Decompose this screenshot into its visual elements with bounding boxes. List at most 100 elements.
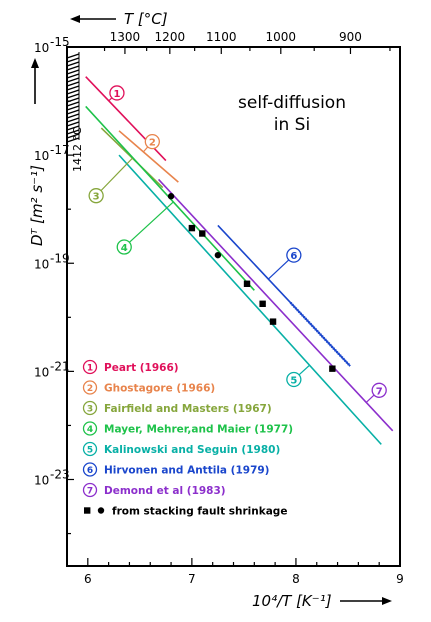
y-tick-label: 10 [34, 474, 49, 488]
legend-badge-label-6: 6 [87, 466, 93, 476]
hatch-stroke [66, 133, 80, 139]
legend-badge-label-7: 7 [87, 487, 93, 497]
hatch-stroke [66, 73, 80, 79]
x-tick-label: 9 [396, 572, 404, 586]
series-labels: 1 2 3 4 5 6 7 [88, 85, 387, 403]
square-marker [243, 280, 251, 287]
x-tick-label: 7 [188, 572, 196, 586]
series-leader-1 [108, 97, 113, 102]
y-axis-title: Dᵀ [m² s⁻¹] [28, 58, 46, 246]
series-leader-7 [365, 394, 375, 403]
legend-entry-5: Kalinowski and Seguin (1980) [104, 444, 280, 456]
legend-badge-4 [82, 421, 98, 436]
legend-badge-5 [82, 441, 98, 457]
hatch-stroke [66, 77, 80, 83]
legend-badge-7 [82, 482, 98, 498]
legend-entry-3: Fairfield and Masters (1967) [104, 403, 272, 415]
series-badge-label-5: 5 [290, 375, 297, 386]
melting-point-label: 1412 °C [71, 127, 84, 172]
square-marker [269, 318, 277, 325]
series-line-5 [118, 154, 382, 445]
self-diffusion-annotation: self-diffusion in Si [238, 93, 346, 135]
hatch-stroke [66, 81, 80, 87]
series-badge-label-3: 3 [93, 192, 100, 203]
series-line-7 [157, 178, 394, 432]
series-leader-2 [142, 146, 149, 153]
series-line-6 [217, 224, 351, 367]
hatch-stroke [66, 129, 80, 135]
series-badge-2 [144, 133, 160, 150]
hatch-stroke [66, 61, 80, 67]
series-leader-6 [267, 259, 290, 280]
legend-badge-label-5: 5 [87, 446, 93, 456]
top-tick-label: 1000 [266, 30, 297, 44]
y-tick-label: 10 [34, 149, 49, 163]
y-tick-exponent: -15 [50, 35, 70, 49]
square-marker [199, 230, 206, 237]
series-badge-5 [286, 371, 302, 388]
y-tick-exponent: -17 [50, 143, 70, 157]
top-tick-label: 900 [339, 30, 362, 44]
series-badge-4 [116, 239, 132, 255]
top-axis: 1300 1200 1100 1000 900 [103, 30, 391, 54]
hatch-stroke [66, 89, 80, 95]
legend-entry-1: Peart (1966) [104, 362, 179, 374]
y-tick-exponent: -19 [50, 251, 70, 265]
legend-badge-label-2: 2 [87, 384, 93, 394]
legend-badge-6 [82, 462, 98, 477]
series-leader-4 [128, 201, 174, 243]
hatch-stroke [66, 109, 80, 115]
x-axis-title: 10⁴/T [K⁻¹] [252, 592, 392, 610]
legend-badge-1 [82, 359, 98, 375]
legend-circle-marker [97, 507, 105, 514]
hatch-stroke [66, 65, 80, 71]
series-leader-3 [100, 157, 133, 192]
series-leader-5 [298, 364, 310, 376]
svg-text:10⁴/T [K⁻¹]: 10⁴/T [K⁻¹] [252, 592, 332, 610]
hatch-stroke [66, 101, 80, 107]
series-line-tail-6 [289, 301, 351, 367]
y-tick-label: 10 [34, 41, 49, 55]
circle-marker [214, 251, 222, 259]
series-badge-label-4: 4 [121, 243, 128, 254]
circle-marker [167, 193, 175, 200]
hatch-stroke [66, 57, 80, 63]
series-badge-3 [88, 188, 104, 204]
hatch-stroke [66, 105, 80, 111]
top-tick-label: 1200 [155, 30, 186, 44]
top-axis-title: T [°C] [70, 10, 168, 28]
y-tick-label: 10 [34, 257, 49, 271]
top-tick-label: 1100 [206, 30, 237, 44]
svg-text:self-diffusion: self-diffusion [238, 93, 346, 113]
hatch-stroke [66, 125, 80, 131]
legend-entry-7: Demond et al (1983) [104, 485, 226, 497]
series-line-2 [118, 130, 179, 183]
hatch-stroke [66, 93, 80, 99]
top-tick-label: 1300 [110, 30, 141, 44]
legend-badge-label-1: 1 [87, 364, 93, 374]
hatch-stroke [66, 53, 80, 59]
y-tick-exponent: -23 [50, 468, 70, 482]
series-badge-1 [109, 85, 125, 101]
y-tick-label: 10 [34, 365, 49, 379]
legend-entry-4: Mayer, Mehrer,and Maier (1977) [104, 424, 293, 436]
legend: 1 Peart (1966) 2 Ghostagore (1966) 3 Fairfiel… [82, 359, 293, 518]
hatch-stroke [66, 69, 80, 75]
legend-square-marker [84, 507, 91, 514]
y-tick-exponent: -21 [50, 359, 70, 373]
legend-badge-3 [82, 400, 98, 416]
series-badge-label-6: 6 [290, 251, 297, 262]
series-badge-6 [286, 247, 302, 263]
x-tick-label: 6 [84, 572, 92, 586]
hatch-stroke [66, 85, 80, 91]
legend-entry-markers: from stacking fault shrinkage [112, 506, 287, 518]
series-badge-label-7: 7 [376, 386, 383, 397]
data-markers [167, 193, 336, 372]
x-axis: 6 7 8 9 [66, 558, 404, 586]
square-marker [188, 224, 196, 232]
hatch-stroke [66, 121, 80, 127]
series-badge-label-1: 1 [113, 89, 120, 100]
svg-text:T [°C]: T [°C] [124, 10, 168, 28]
legend-entry-6: Hirvonen and Anttila (1979) [104, 465, 269, 477]
